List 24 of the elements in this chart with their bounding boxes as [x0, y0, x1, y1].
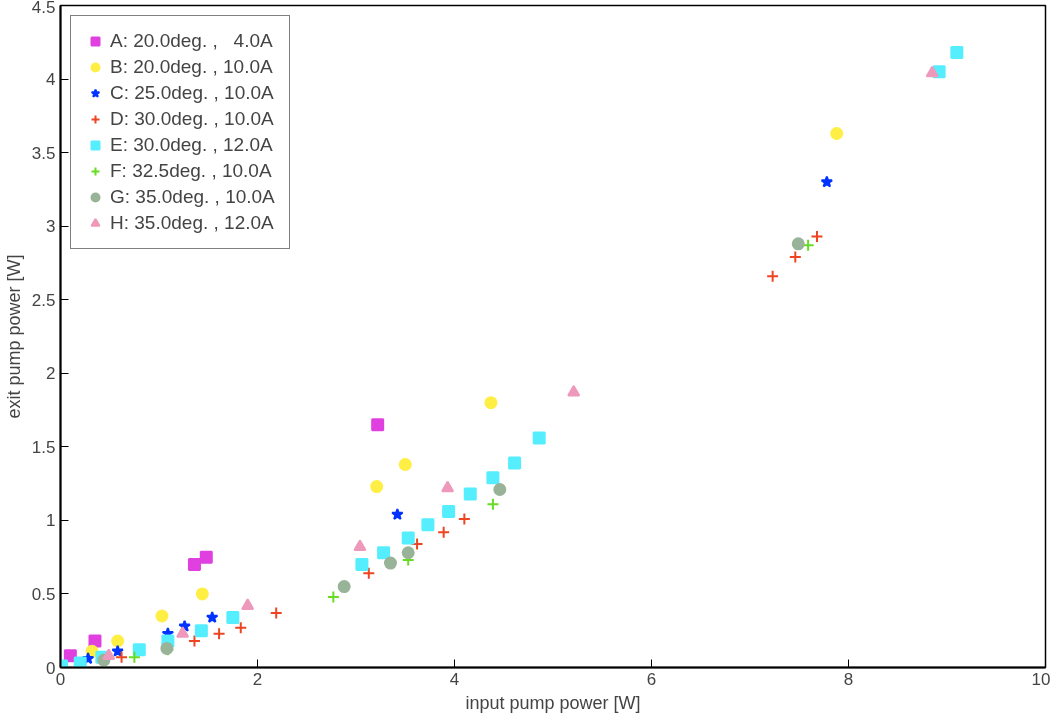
x-axis-title: input pump power [W]: [465, 692, 641, 713]
y-tick-label: 3.5: [31, 143, 56, 163]
x-tick-label: 10: [1031, 669, 1051, 689]
legend-label: F: 32.5deg. , 10.0A: [110, 160, 272, 182]
legend-label: E: 30.0deg. , 12.0A: [110, 134, 273, 156]
legend-label: A: 20.0deg. , 4.0A: [110, 30, 273, 52]
y-tick-label: 1.5: [31, 437, 56, 457]
y-axis-title: exit pump power [W]: [3, 254, 24, 419]
x-tick-label: 4: [449, 669, 460, 689]
legend-label: C: 25.0deg. , 10.0A: [110, 82, 274, 104]
y-tick-label: 4: [46, 70, 56, 90]
legend-label: H: 35.0deg. , 12.0A: [110, 212, 274, 234]
y-tick-label: 0.5: [31, 584, 56, 604]
y-tick-label: 3: [46, 217, 56, 237]
legend-label: B: 20.0deg. , 10.0A: [110, 56, 273, 78]
y-tick-label: 1: [46, 511, 56, 531]
x-tick-label: 6: [646, 669, 657, 689]
x-tick-label: 2: [252, 669, 263, 689]
y-tick-label: 2: [46, 364, 56, 384]
legend-label: G: 35.0deg. , 10.0A: [110, 186, 275, 208]
y-tick-label: 2.5: [31, 290, 56, 310]
y-tick-label: 4.5: [31, 0, 56, 17]
x-tick-label: 8: [843, 669, 854, 689]
legend-label: D: 30.0deg. , 10.0A: [110, 108, 274, 130]
